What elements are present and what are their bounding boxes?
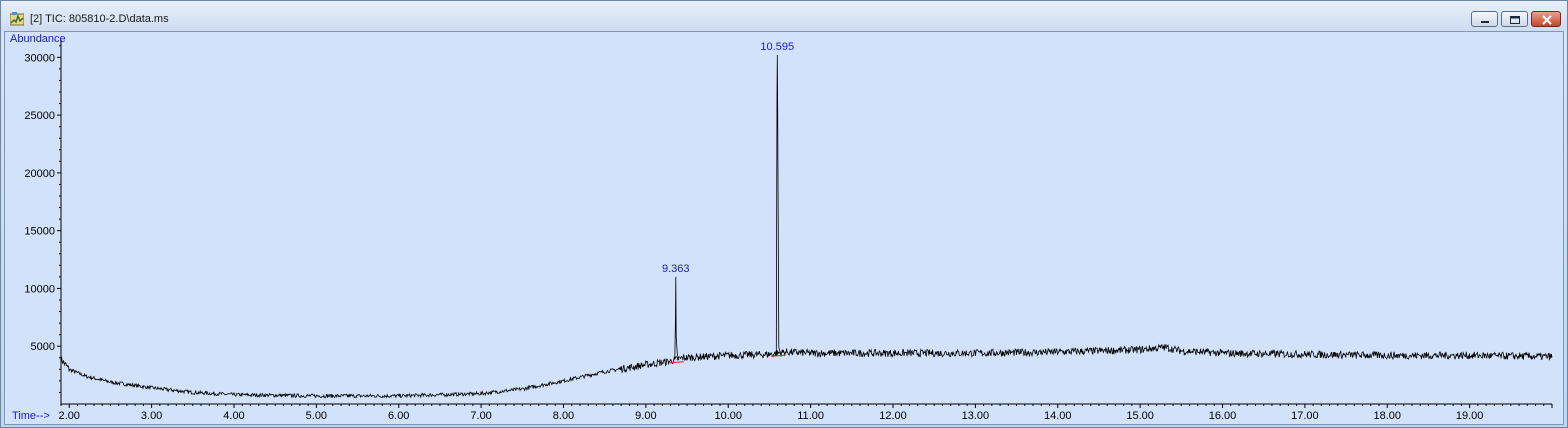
y-tick-label: 5000: [31, 341, 55, 353]
y-tick-label: 25000: [24, 110, 55, 122]
minimize-icon: [1481, 21, 1489, 23]
integration-baseline-mark: [669, 361, 684, 364]
x-tick-label: 9.00: [635, 410, 656, 422]
x-tick-label: 5.00: [306, 410, 327, 422]
close-icon: [1542, 15, 1552, 25]
plot-area[interactable]: Abundance Time--> 5000 10000 15000 20000 250…: [4, 31, 1564, 425]
x-tick-label: 16.00: [1209, 410, 1237, 422]
y-axis-label: Abundance: [10, 33, 66, 45]
x-tick-label: 2.00: [59, 410, 80, 422]
maximize-button[interactable]: [1501, 11, 1528, 27]
x-tick-label: 4.00: [223, 410, 244, 422]
y-tick-label: 15000: [24, 226, 55, 238]
y-tick-label: 30000: [24, 52, 55, 64]
x-tick-label: 17.00: [1291, 410, 1319, 422]
tic-trace-line: [60, 54, 1553, 399]
x-tick-label: 6.00: [388, 410, 409, 422]
x-tick-label: 10.00: [714, 410, 742, 422]
x-tick-label: 14.00: [1044, 410, 1072, 422]
y-tick-label: 20000: [24, 168, 55, 180]
x-tick-label: 13.00: [962, 410, 990, 422]
x-axis-label: Time-->: [12, 410, 50, 422]
x-tick-label: 12.00: [879, 410, 907, 422]
y-tick-label: 10000: [24, 283, 55, 295]
maximize-icon: [1510, 16, 1520, 24]
x-tick-label: 8.00: [553, 410, 574, 422]
peak-label[interactable]: 9.363: [662, 263, 690, 275]
x-tick-label: 3.00: [141, 410, 162, 422]
x-tick-label: 11.00: [797, 410, 824, 422]
minimize-button[interactable]: [1471, 11, 1498, 27]
x-tick-label: 15.00: [1126, 410, 1154, 422]
close-button[interactable]: [1531, 11, 1561, 27]
title-bar[interactable]: [2] TIC: 805810-2.D\data.ms: [1, 1, 1567, 31]
chromatogram-chart: Abundance Time--> 5000 10000 15000 20000 250…: [10, 33, 1553, 422]
peak-label[interactable]: 10.595: [760, 41, 794, 53]
x-tick-label: 7.00: [470, 410, 491, 422]
chromatogram-app-icon: [10, 12, 24, 26]
integration-baseline-mark: [771, 354, 786, 357]
x-tick-label: 18.00: [1373, 410, 1401, 422]
window-title: [2] TIC: 805810-2.D\data.ms: [30, 13, 169, 25]
x-tick-label: 19.00: [1456, 410, 1484, 422]
